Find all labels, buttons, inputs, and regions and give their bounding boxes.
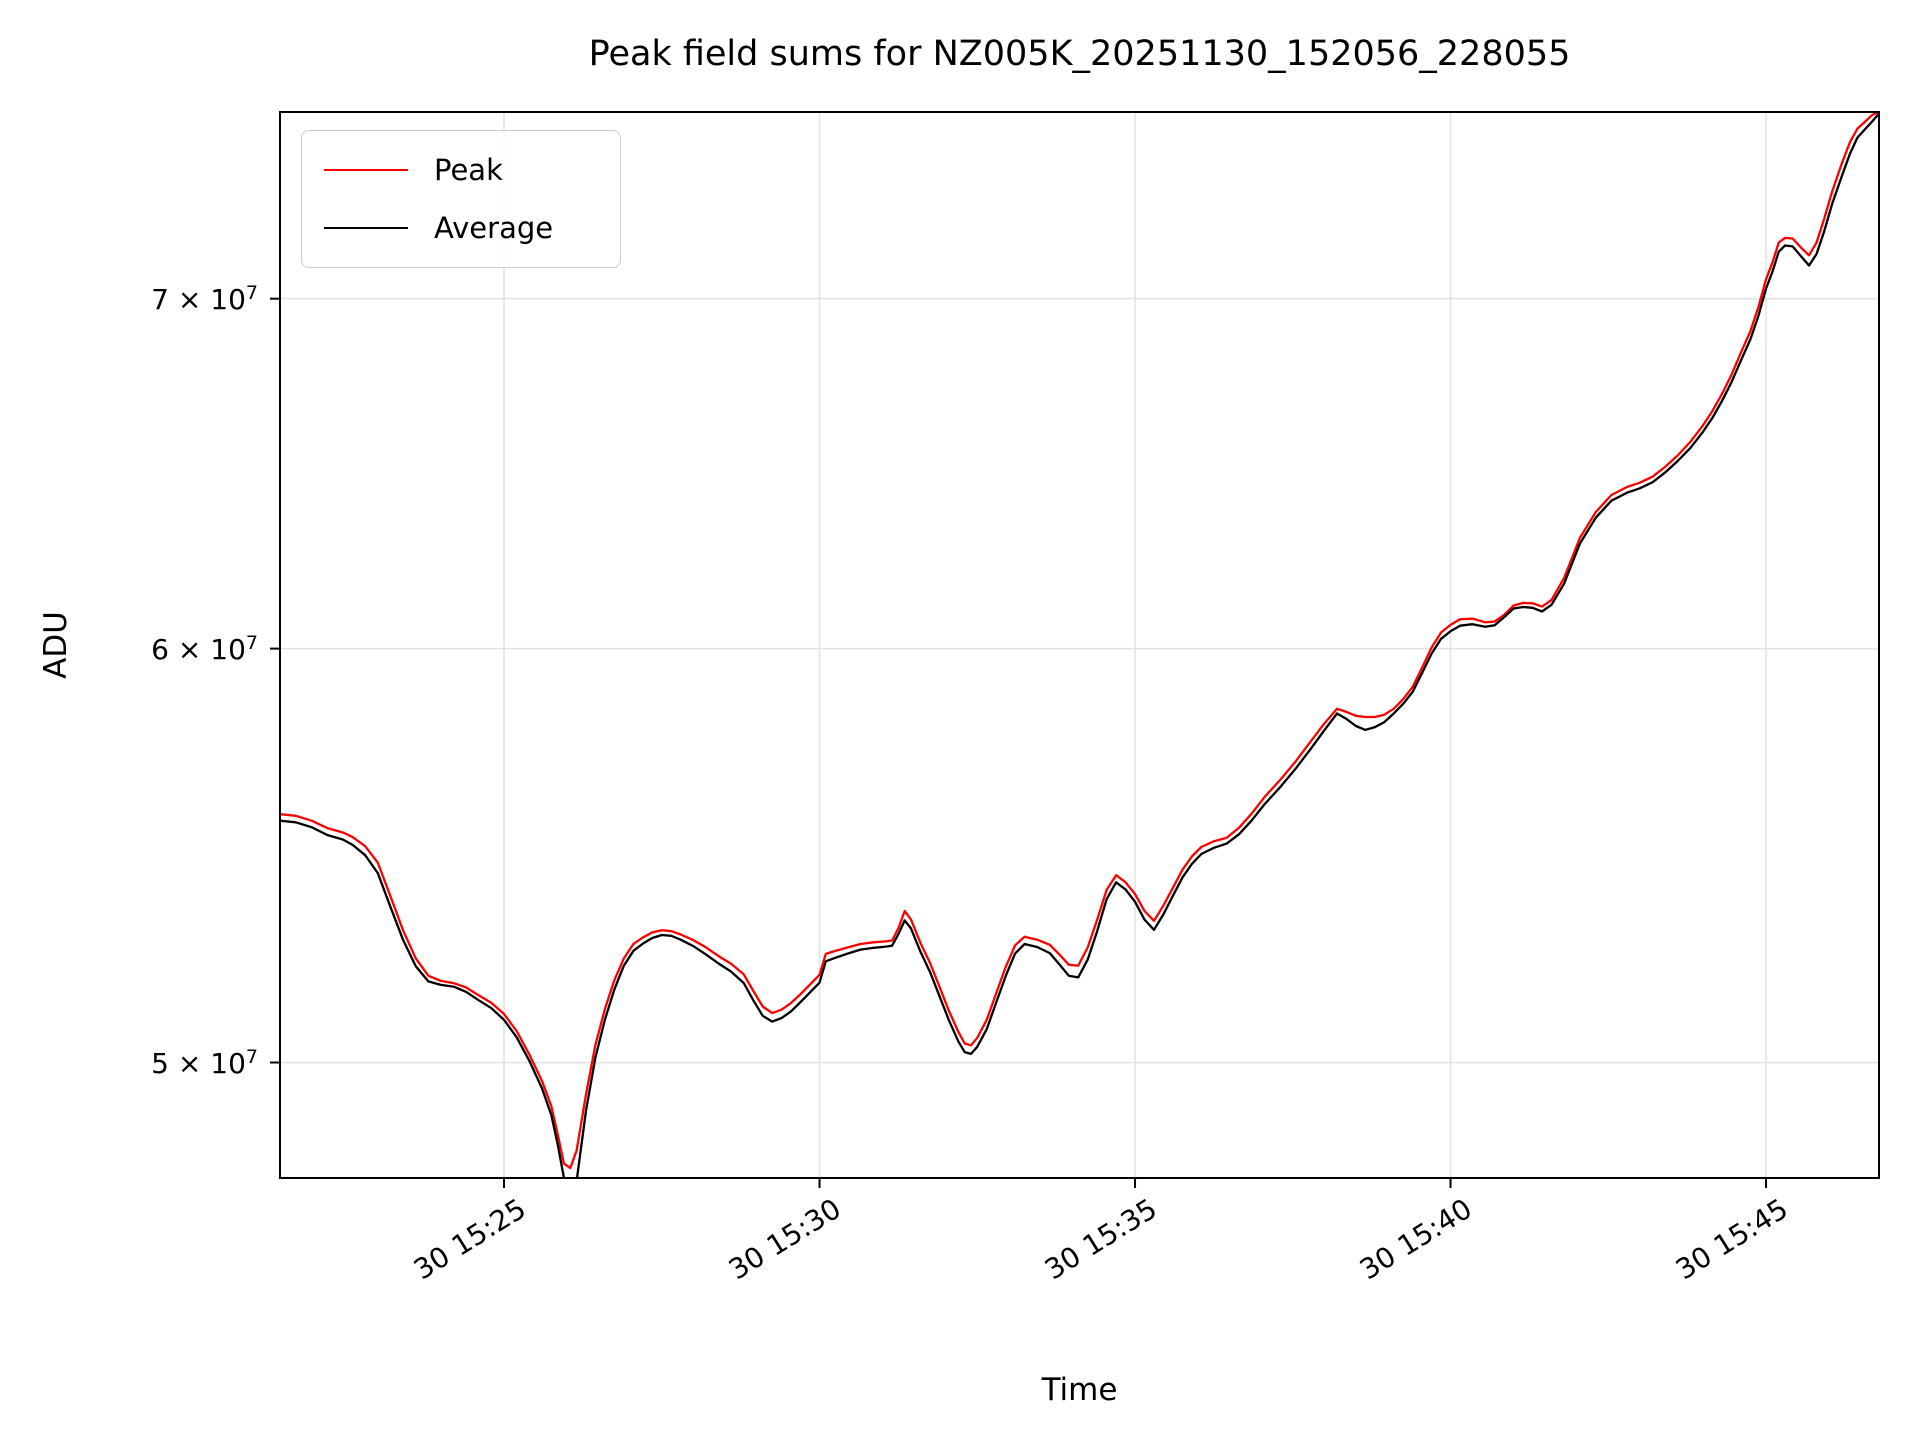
y-tick-label: 5 × 107 [151,1045,258,1080]
legend: Peak Average [301,130,621,268]
legend-label-peak: Peak [434,153,503,187]
x-axis-label: Time [1041,1372,1118,1408]
legend-entry-peak: Peak [324,141,598,199]
legend-label-average: Average [434,211,554,245]
series-line-average [280,112,1879,1178]
chart-title: Peak field sums for NZ005K_20251130_1520… [588,34,1571,74]
y-axis-label: ADU [38,611,74,679]
axes-frame [279,111,1880,1179]
peak-line-swatch [324,169,408,171]
y-tick-label: 6 × 107 [151,631,258,666]
legend-entry-average: Average [324,199,598,257]
series-line-peak [280,112,1879,1170]
y-tick-label: 7 × 107 [151,281,258,316]
average-line-swatch [324,227,408,229]
